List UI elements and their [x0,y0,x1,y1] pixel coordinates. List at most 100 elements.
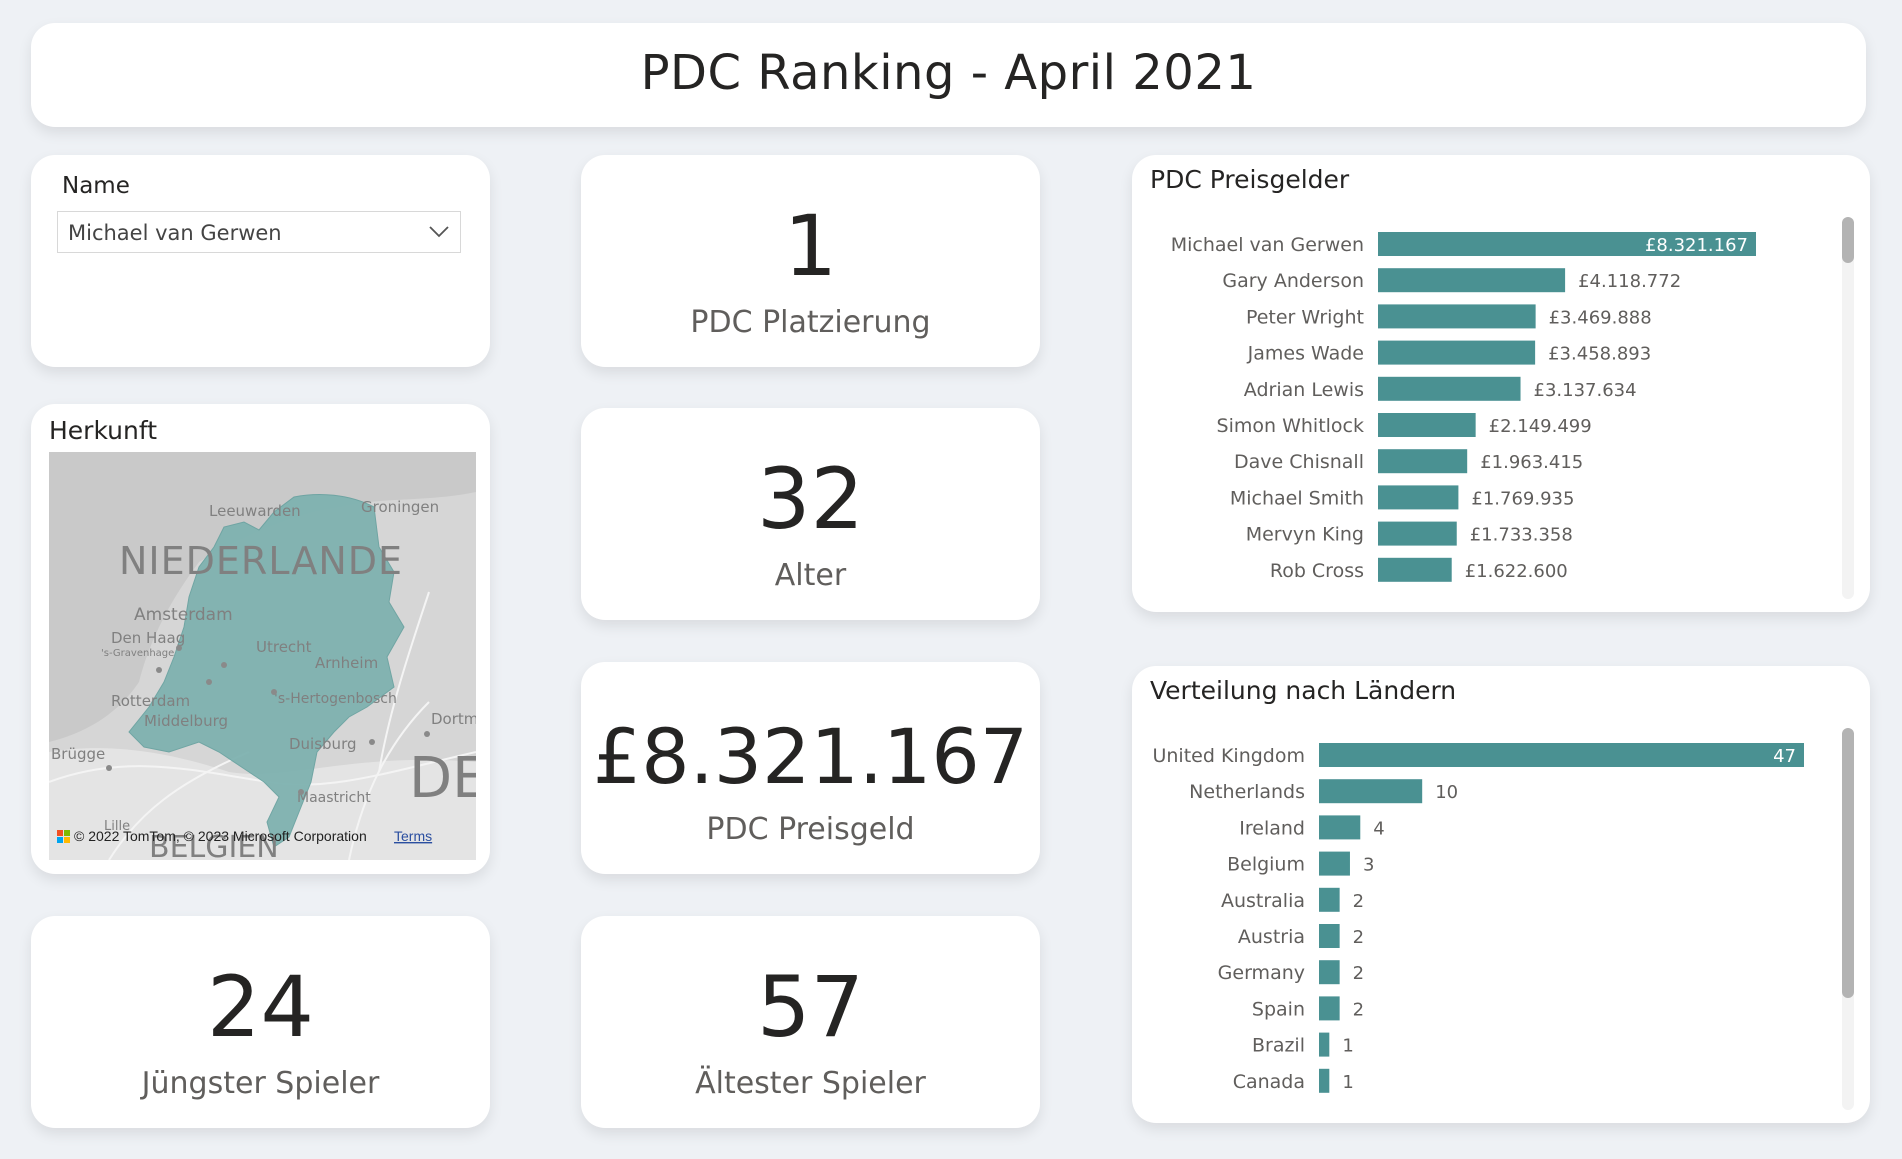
bar-value-label: 4 [1373,818,1384,839]
country-distribution-bar-chart[interactable]: United Kingdom 47 Netherlands 10 Ireland 4 Bel… [1132,666,1870,1123]
bar-category-label: Simon Whitlock [1217,415,1364,437]
map-city-label: Groningen [361,498,439,516]
bar[interactable] [1319,1032,1330,1057]
map-terms-link[interactable]: Terms [394,828,432,844]
highlighted-country[interactable] [128,493,405,848]
map-city-label: Leeuwarden [209,502,301,520]
bar-value-label: 2 [1353,963,1364,984]
kpi-age-value: 32 [757,450,864,548]
bar-value-label: 2 [1353,891,1364,912]
bar-category-label: Michael van Gerwen [1171,234,1364,256]
bar[interactable] [1319,851,1350,876]
microsoft-logo-icon [57,830,63,836]
map-city-label: Lille [104,819,130,834]
kpi-card-oldest: 57 Ältester Spieler [581,916,1040,1128]
bar[interactable] [1378,521,1457,546]
bar-value-label: 1 [1342,1072,1353,1093]
prize-money-bar-chart[interactable]: Michael van Gerwen £8.321.167 Gary Anderso… [1132,155,1870,612]
bar-category-label: Ireland [1239,817,1305,839]
map-city-label: 's-Gravenhage [101,648,174,659]
bar[interactable] [1378,557,1452,582]
bar-value-label: £1.733.358 [1470,525,1573,546]
slicer-label: Name [62,173,130,199]
bar-category-label: Austria [1238,926,1305,948]
bar[interactable] [1319,996,1340,1021]
bar-value-label: £4.118.772 [1578,271,1681,292]
microsoft-logo-icon [57,837,63,843]
country-distribution-chart-card: Verteilung nach Ländern United Kingdom 47… [1132,666,1870,1123]
bar-value-label: 2 [1353,927,1364,948]
map-attribution: © 2022 TomTom, © 2023 Microsoft Corporat… [74,828,367,844]
map-city-label: Den Haag [111,629,185,647]
bar-category-label: Mervyn King [1246,524,1364,546]
bar[interactable] [1319,1068,1330,1093]
kpi-prize-label: PDC Preisgeld [706,812,915,847]
kpi-card-rank: 1 PDC Platzierung [581,155,1040,367]
kpi-youngest-label: Jüngster Spieler [141,1066,380,1101]
map-country-label: NIEDERLANDE [119,539,403,583]
chart-scrollbar[interactable] [1842,217,1854,599]
bar-category-label: Adrian Lewis [1244,379,1364,401]
bar[interactable] [1319,743,1804,767]
chart-title: Verteilung nach Ländern [1150,676,1457,705]
bar-value-label: £3.137.634 [1534,380,1637,401]
bar[interactable] [1378,232,1756,256]
map-neighbor-label: BELGIEN [149,830,279,860]
bar-value-label: £1.622.600 [1465,561,1568,582]
bar-category-label: Netherlands [1189,781,1305,803]
kpi-card-age: 32 Alter [581,408,1040,620]
bar-value-label: 10 [1435,782,1458,803]
map-city-label: 's-Hertogenbosch [274,691,397,707]
bar-category-label: Gary Anderson [1222,270,1364,292]
bar[interactable] [1319,960,1340,985]
origin-map-card: Herkunft NIEDERLANDE Leeuwarden Groninge… [31,404,490,874]
bar[interactable] [1378,340,1536,365]
kpi-oldest-label: Ältester Spieler [695,1066,926,1101]
bar-category-label: James Wade [1247,343,1364,365]
bar-category-label: Germany [1218,962,1305,984]
map-city-label: Arnheim [315,654,378,672]
bar-value-label: £8.321.167 [1645,235,1748,256]
kpi-age-label: Alter [774,558,847,593]
prize-money-chart-card: PDC Preisgelder Michael van Gerwen £8.321… [1132,155,1870,612]
title-card: PDC Ranking - April 2021 [31,23,1866,127]
name-dropdown[interactable]: Michael van Gerwen [57,211,461,253]
bar-category-label: Spain [1252,998,1305,1020]
chart-scrollbar-thumb[interactable] [1842,728,1854,998]
bar-category-label: Rob Cross [1270,560,1364,582]
kpi-card-youngest: 24 Jüngster Spieler [31,916,490,1128]
bar-value-label: 2 [1353,999,1364,1020]
bar[interactable] [1378,449,1468,474]
bar-category-label: Australia [1221,890,1305,912]
bar[interactable] [1319,924,1340,948]
dropdown-selected-value: Michael van Gerwen [68,221,282,245]
bar-value-label: £1.769.935 [1471,488,1574,509]
name-slicer-card: Name Michael van Gerwen [31,155,490,367]
kpi-youngest-value: 24 [207,958,314,1056]
chart-scrollbar[interactable] [1842,728,1854,1110]
bar-value-label: £3.458.893 [1548,344,1651,365]
bar-value-label: £3.469.888 [1549,307,1652,328]
bar-category-label: Peter Wright [1246,306,1364,328]
chevron-down-icon[interactable] [428,222,450,240]
bar[interactable] [1378,268,1566,293]
bar-category-label: Belgium [1227,854,1305,876]
origin-map[interactable]: NIEDERLANDE Leeuwarden Groningen Amsterd… [49,452,476,860]
bar[interactable] [1319,779,1423,804]
bar[interactable] [1319,815,1361,840]
bar[interactable] [1378,376,1521,401]
bar[interactable] [1378,485,1459,510]
bar[interactable] [1319,887,1340,912]
bar-category-label: United Kingdom [1152,745,1305,767]
page-title: PDC Ranking - April 2021 [640,45,1257,101]
kpi-rank-label: PDC Platzierung [690,305,931,340]
map-city-label: Dortm [431,710,476,728]
bar-value-label: 1 [1342,1036,1353,1057]
chart-title: PDC Preisgelder [1150,165,1350,194]
map-city-label: Rotterdam [111,692,190,710]
map-sea [49,452,476,742]
bar[interactable] [1378,413,1476,437]
bar-value-label: 3 [1363,855,1374,876]
chart-scrollbar-thumb[interactable] [1842,217,1854,263]
bar[interactable] [1378,304,1536,329]
